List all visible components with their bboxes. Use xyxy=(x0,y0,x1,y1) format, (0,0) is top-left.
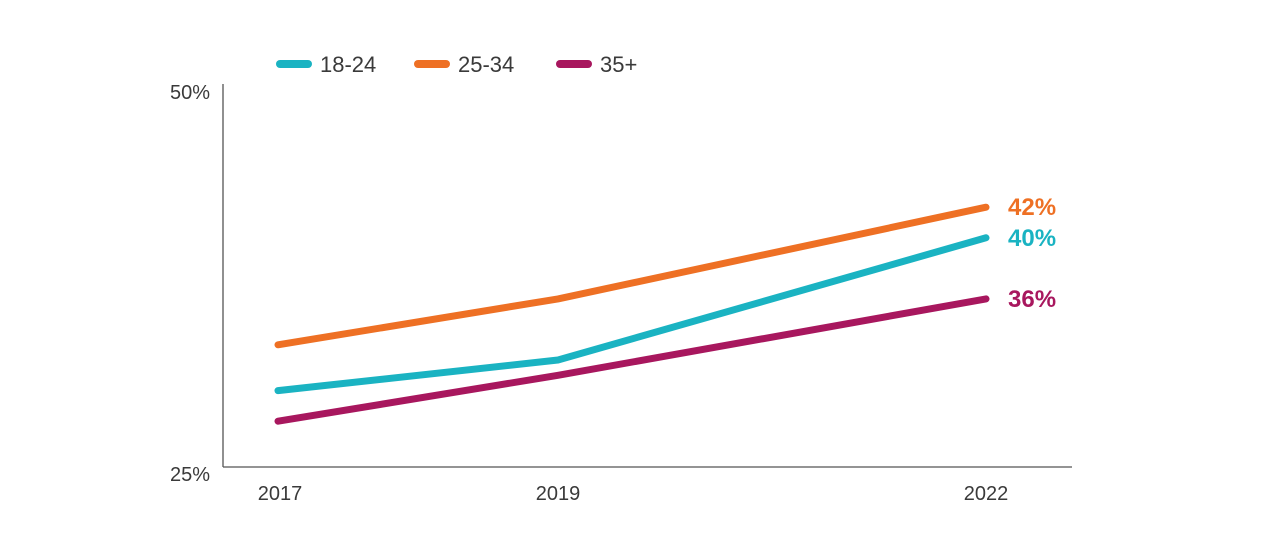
series-line-18-24 xyxy=(274,234,990,395)
legend-item: 25-34 xyxy=(414,52,514,77)
series-line-25-34 xyxy=(274,203,990,349)
y-tick-label: 25% xyxy=(170,464,210,486)
end-label: 40% xyxy=(1008,225,1056,252)
legend: 18-24 25-34 35+ xyxy=(276,52,637,77)
series-line-35+ xyxy=(274,295,990,425)
legend-label: 35+ xyxy=(600,52,637,77)
axes xyxy=(222,84,1072,468)
y-tick-label: 50% xyxy=(170,82,210,104)
legend-item: 35+ xyxy=(556,52,637,77)
x-tick-label: 2022 xyxy=(964,483,1009,505)
y-tick-labels: 25% 50% xyxy=(170,82,210,486)
legend-label: 18-24 xyxy=(320,52,376,77)
legend-label: 25-34 xyxy=(458,52,514,77)
legend-item: 18-24 xyxy=(276,52,376,77)
end-label: 36% xyxy=(1008,286,1056,313)
series-lines xyxy=(274,203,990,425)
x-tick-label: 2017 xyxy=(258,483,303,505)
end-labels: 40% 42% 36% xyxy=(1008,194,1056,313)
x-tick-labels: 2017 2019 2022 xyxy=(258,483,1009,505)
end-label: 42% xyxy=(1008,194,1056,221)
x-tick-label: 2019 xyxy=(536,483,581,505)
